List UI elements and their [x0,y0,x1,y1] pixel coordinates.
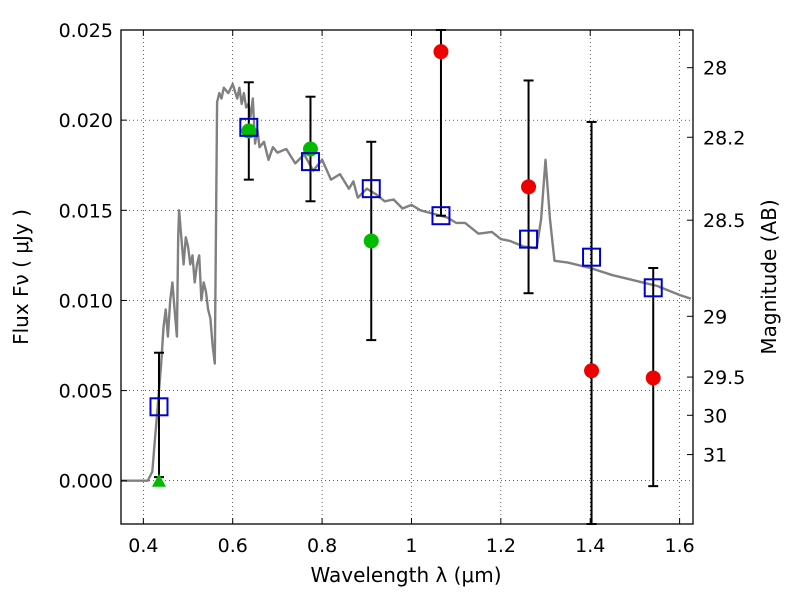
y-tick-label: 0.000 [59,471,113,493]
model-spectrum-line [121,82,692,482]
model-flux-square [239,117,259,137]
grid-lines [121,29,693,524]
model-flux-square [582,247,602,267]
y-tick-label: 0.020 [59,110,113,132]
model-flux-square [519,229,539,249]
series-layer [121,29,692,525]
y2-tick-label: 30 [703,405,727,427]
y-axis-label: Flux Fν ( μJy ) [9,209,33,345]
flux-point-circle [363,233,379,249]
x-tick-label: 0.4 [128,535,158,557]
y2-tick-label: 29 [703,306,727,328]
x-tick-label: 1.2 [486,535,516,557]
flux-point-circle [302,141,318,157]
x-tick-label: 1 [405,535,417,557]
flux-point-circle [645,370,661,386]
flux-point-circle [584,363,600,379]
model-flux-square [431,206,451,226]
flux-point-circle [241,123,257,139]
y-tick-label: 0.015 [59,200,113,222]
y2-tick-label: 29.5 [703,367,745,389]
y2-axis-label: Magnitude (AB) [757,199,781,354]
x-tick-label: 0.8 [307,535,337,557]
model-flux-square [643,278,663,298]
y-tick-label: 0.010 [59,290,113,312]
flux-point-circle [521,179,537,195]
x-axis-label: Wavelength λ (μm) [310,563,501,587]
flux-point-circle [433,44,449,60]
plot-frame [120,29,694,525]
y-tick-label: 0.025 [59,20,113,42]
model-flux-square [149,397,169,417]
x-tick-label: 1.6 [664,535,694,557]
y2-tick-label: 28 [703,58,727,80]
x-tick-label: 1.4 [575,535,605,557]
y2-tick-label: 28.2 [703,127,745,149]
model-flux-square [300,152,320,172]
y2-tick-label: 31 [703,445,727,467]
upper-limit-triangle [151,473,166,487]
model-flux-square [361,179,381,199]
y-tick-label: 0.005 [59,381,113,403]
tick-layer: 0.4 0.6 0.8 1 1.2 1.4 1.6 0.000 0.005 0.010 0.015 0… [59,20,746,557]
x-tick-label: 0.6 [218,535,248,557]
y2-tick-label: 28.5 [703,210,745,232]
